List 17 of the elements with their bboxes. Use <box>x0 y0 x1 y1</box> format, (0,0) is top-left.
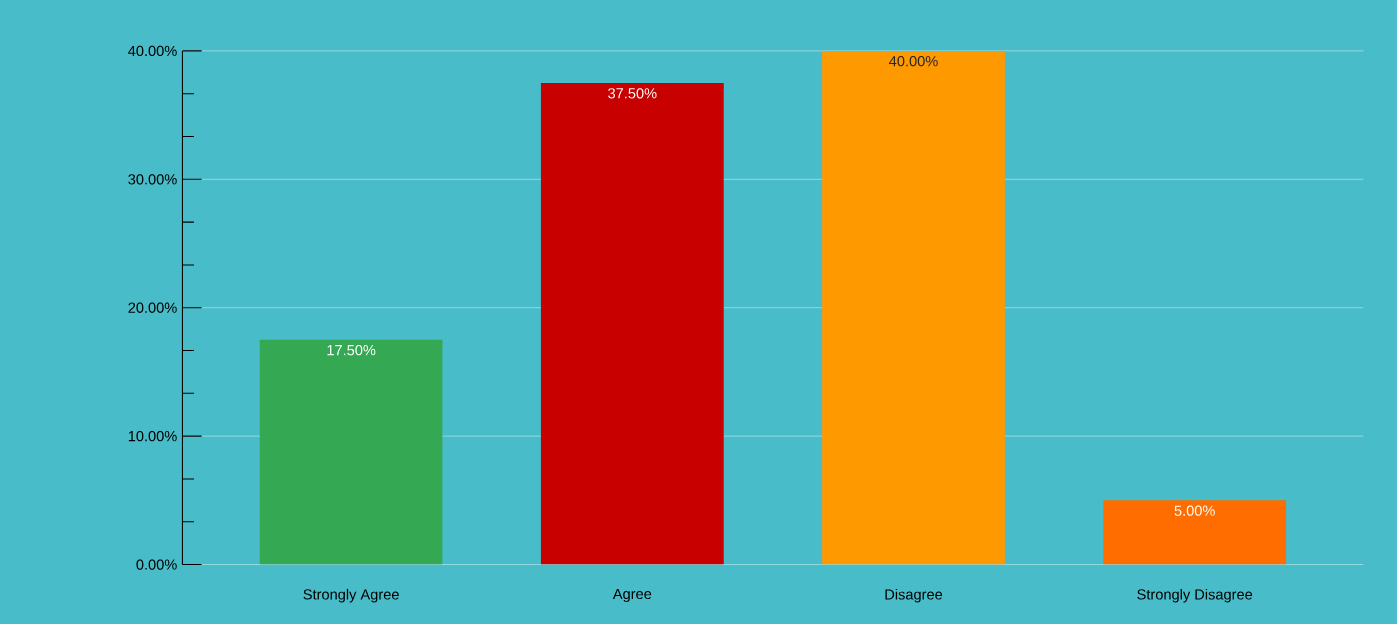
data-label: 37.50% <box>608 88 657 99</box>
y-tick-label: 30.00% <box>128 174 177 185</box>
data-label: 5.00% <box>1174 505 1215 516</box>
bar <box>1103 500 1287 565</box>
bar <box>540 82 724 565</box>
x-tick-label: Strongly Disagree <box>1137 588 1253 603</box>
bar <box>822 50 1005 565</box>
y-tick-label: 20.00% <box>128 302 177 313</box>
y-tick-label: 10.00% <box>128 430 177 442</box>
x-tick-label: Strongly Agree <box>303 588 399 603</box>
x-tick-label: Agree <box>612 588 652 602</box>
bar <box>259 339 443 565</box>
data-label: 17.50% <box>327 344 376 356</box>
data-label: 40.00% <box>889 56 938 67</box>
y-tick-label: 40.00% <box>128 45 177 57</box>
x-tick-label: Disagree <box>885 588 943 603</box>
y-tick-label: 0.00% <box>136 559 177 570</box>
